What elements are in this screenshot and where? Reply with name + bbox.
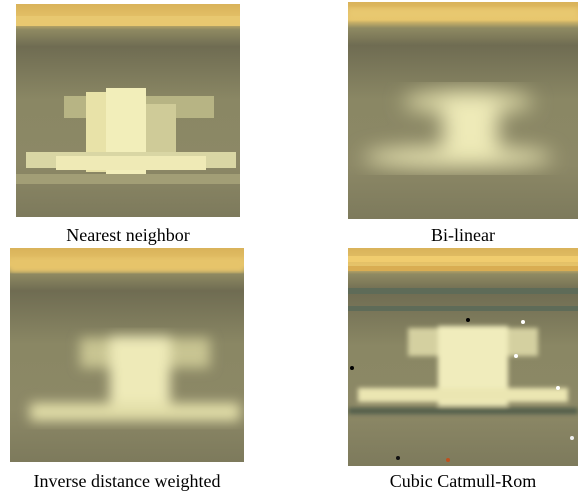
image-idw — [10, 248, 244, 462]
caption: Inverse distance weighted — [10, 471, 244, 492]
caption: Cubic Catmull-Rom — [348, 471, 578, 492]
caption: Bi-linear — [348, 225, 578, 246]
image-catmull-rom — [348, 248, 578, 466]
figure: Nearest neighbor Bi-linear Inverse dista… — [0, 0, 582, 495]
image-bilinear — [348, 2, 578, 219]
caption: Nearest neighbor — [16, 225, 240, 246]
image-nearest — [16, 4, 240, 217]
